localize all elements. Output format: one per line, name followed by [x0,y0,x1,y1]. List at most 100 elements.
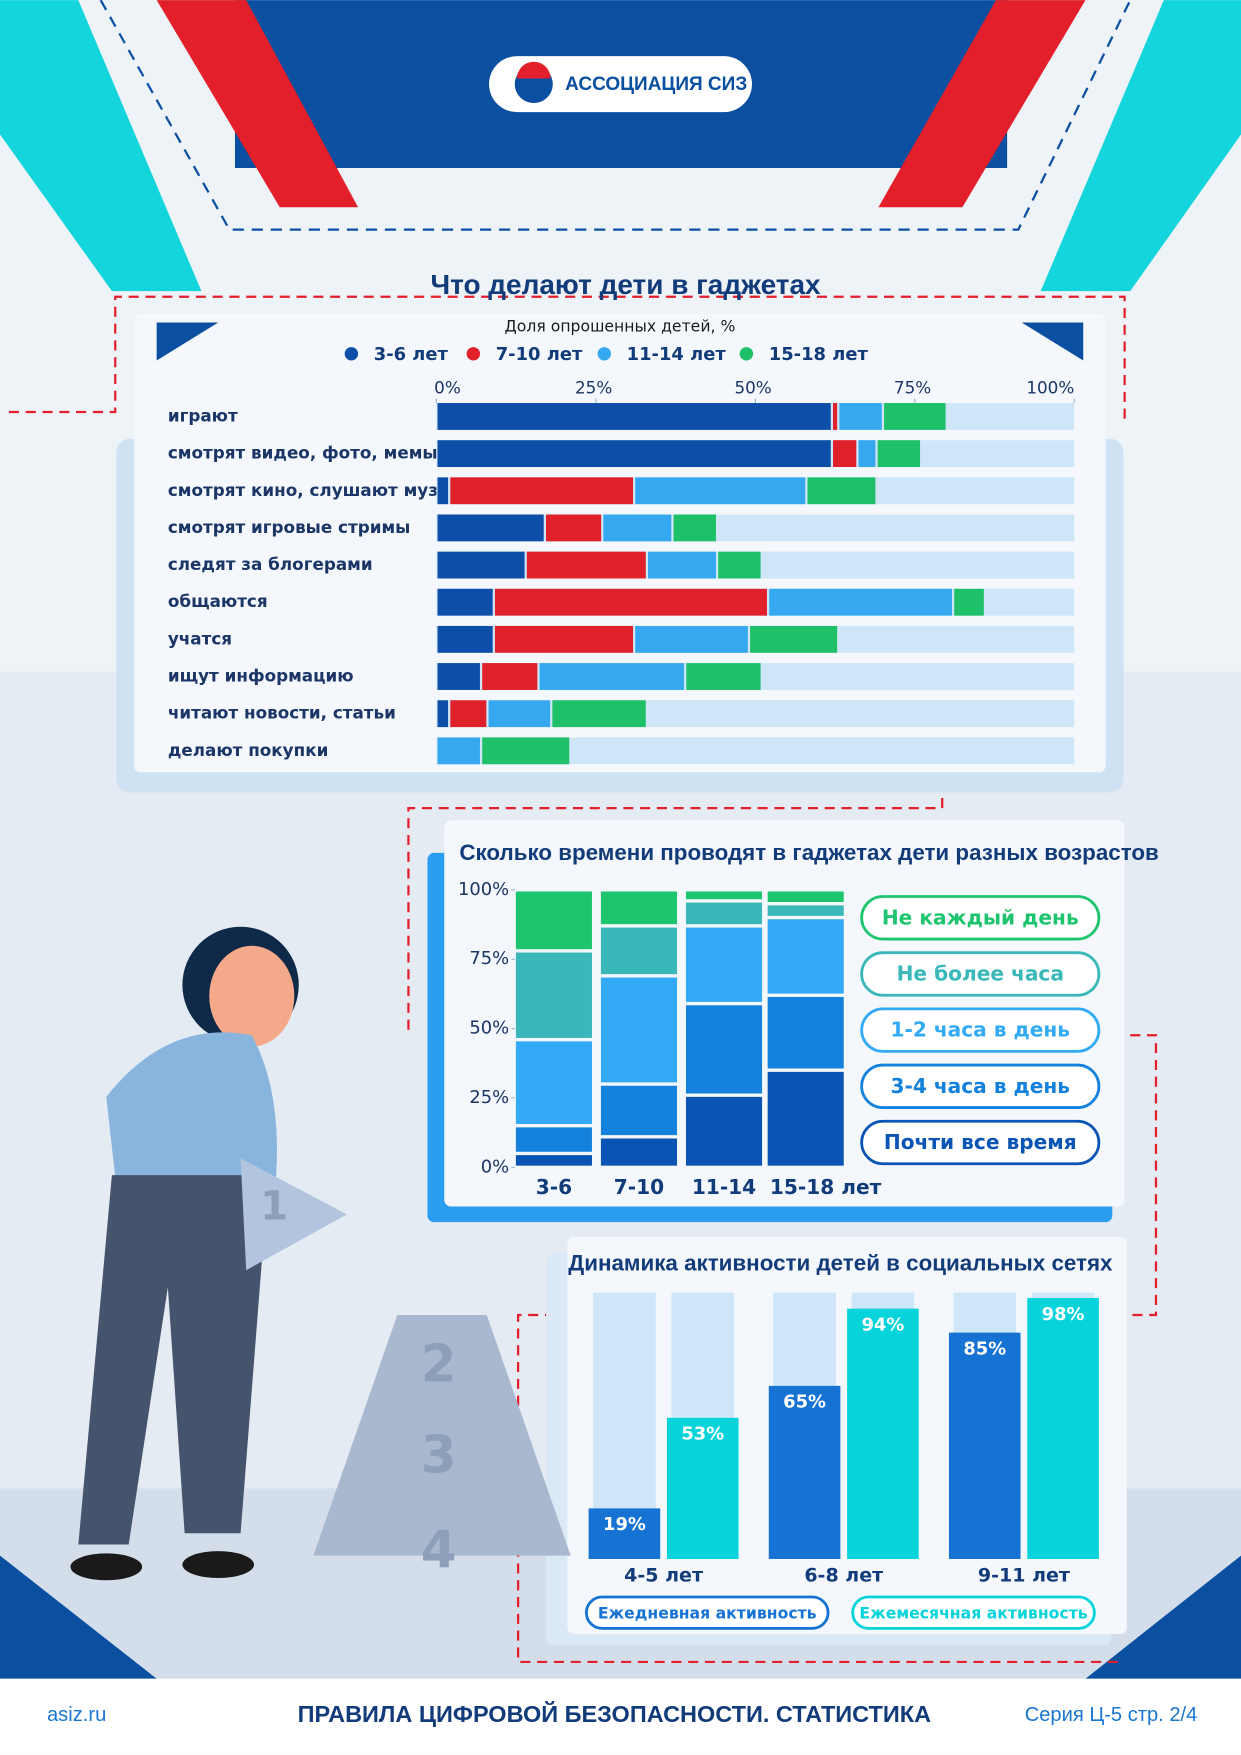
legend-label: Ежемесячная активность [859,1603,1087,1622]
category-label: смотрят видео, фото, мемы [168,443,438,463]
bar-segment [437,737,480,765]
pyramid-label: 3 [421,1425,457,1485]
bar-segment [482,737,570,765]
bar-segment [686,663,761,690]
bar-segment [600,927,678,975]
legend-button [860,1119,1101,1166]
legend-button [584,1595,830,1630]
bar-segment [600,1085,678,1136]
chart-subtitle: Доля опрошенных детей, % [505,316,736,335]
legend-label: 3-6 лет [374,344,449,365]
bar-segment [437,551,525,579]
legend-button [860,951,1101,997]
y-tick-label: 100% [458,879,509,900]
legend-label: 3-4 часа в день [890,1074,1070,1098]
bar-segment [437,663,480,690]
legend-label: 15-18 лет [769,344,869,365]
x-tick-label: 3-6 [536,1175,572,1199]
category-label: делают покупки [168,740,328,760]
value-label: 65% [783,1392,826,1413]
category-label: играют [168,405,238,425]
x-tick-label: 15-18 лет [770,1175,882,1199]
bar-segment [437,403,831,430]
logo-pill [489,56,752,113]
x-tick-label: 7-10 [614,1175,664,1199]
bar-segment [450,700,487,728]
legend-label: 1-2 часа в день [890,1018,1070,1042]
legend-label: Ежедневная активность [598,1603,817,1622]
footer-site: asiz.ru [47,1704,106,1726]
cyan-stripe [1040,0,1241,292]
bar-segment [515,1041,592,1125]
x-tick-label: 9-11 лет [978,1564,1070,1586]
bar [768,1385,841,1559]
bar [666,1417,739,1559]
bar [588,1508,661,1559]
bar-segment [884,403,946,430]
bar-segment [769,588,952,616]
legend-label: Не более часа [897,962,1064,986]
bar-segment [494,625,634,653]
bar-segment [635,477,806,505]
bar-segment [437,700,449,728]
bar [948,1332,1021,1559]
bar-segment [718,551,761,579]
bar-segment [515,1155,592,1166]
red-stripe [878,0,1086,208]
value-label: 53% [681,1424,724,1445]
bar-segment [482,663,538,690]
category-label: учатся [168,628,232,648]
bar-segment [750,625,838,653]
pyramid-label: 2 [421,1335,457,1395]
bar-segment [600,1138,678,1166]
footer-title: ПРАВИЛА ЦИФРОВОЙ БЕЗОПАСНОСТИ. СТАТИСТИК… [298,1700,931,1727]
x-tick-label: 4-5 лет [624,1564,703,1586]
bar-segment [437,588,493,616]
legend-button [851,1595,1096,1630]
bar-segment [685,902,763,925]
pyramid-label: 1 [260,1184,288,1230]
x-tick-label: 25% [575,377,612,397]
bar-segment [833,440,857,468]
value-label: 94% [861,1314,904,1335]
bar-segment [450,477,634,505]
legend-button [860,1007,1101,1053]
bar-segment [685,891,763,900]
bar-segment [539,663,685,690]
bar-segment [767,1071,844,1166]
bar-segment [437,440,831,468]
pyramid [313,1315,571,1556]
logo-icon [516,61,551,79]
x-tick-label: 0% [434,377,461,397]
corner [0,1555,157,1679]
bar-segment [526,551,646,579]
legend-button [860,895,1101,941]
red-stripe [156,0,359,208]
bar-segment [603,514,672,542]
legend-marker [597,347,611,361]
x-tick-label: 6-8 лет [804,1564,883,1586]
legend-label: Почти все время [884,1130,1077,1154]
legend-marker [739,347,754,361]
bar [847,1308,919,1559]
footer-band [0,1678,1241,1755]
legend-label: Не каждый день [882,905,1079,929]
bar-segment [600,977,678,1083]
bar-segment [877,440,921,468]
girl-illustration: 1 [70,926,347,1581]
y-tick-label: 0% [481,1156,509,1177]
x-tick-label: 75% [894,377,931,397]
pyramid-label: 4 [421,1520,457,1580]
x-tick-label: 11-14 [692,1175,756,1199]
category-label: смотрят кино, слушают музыку [168,480,476,500]
bar-segment [552,700,646,728]
bar-segment [767,919,844,994]
bar-segment [494,588,767,616]
y-tick-label: 25% [469,1087,509,1108]
bar-segment [515,1127,592,1152]
value-label: 98% [1042,1304,1085,1325]
legend-label: 11-14 лет [627,344,727,365]
logo-text: АССОЦИАЦИЯ СИЗ [565,74,747,95]
bar-segment [635,625,748,653]
chart-title: Что делают дети в гаджетах [430,269,821,300]
